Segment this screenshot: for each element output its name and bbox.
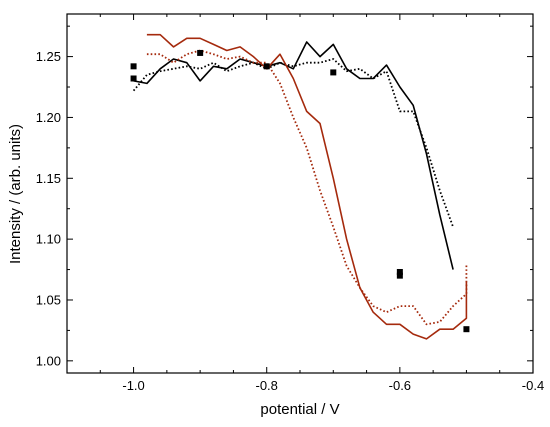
plot-frame (66, 13, 534, 374)
data-marker (396, 268, 403, 275)
y-tick-label: 1.20 (36, 110, 61, 125)
x-tick-label: -0.4 (522, 378, 544, 393)
series-line-3 (146, 33, 468, 340)
data-marker (130, 75, 137, 82)
marker-layer (130, 49, 470, 333)
x-tick-label: -0.6 (389, 378, 411, 393)
data-marker (463, 326, 470, 333)
y-tick-label: 1.00 (36, 353, 61, 368)
y-axis-title: Intensity / (arb. units) (7, 124, 24, 264)
data-marker (263, 63, 270, 70)
data-marker (330, 69, 337, 76)
series-line-1 (133, 41, 454, 270)
data-marker (197, 49, 204, 56)
ticks (66, 14, 534, 373)
y-tick-label: 1.25 (36, 49, 61, 64)
x-axis-title: potential / V (260, 401, 339, 418)
series-layer (132, 33, 468, 340)
tick-labels: -1.0 -0.8 -0.6 -0.4 1.00 1.05 1.10 1.15 1.20 1.25 (36, 49, 545, 393)
series-line-4 (146, 49, 468, 326)
y-tick-label: 1.15 (36, 171, 61, 186)
data-marker (130, 63, 137, 70)
x-tick-label: -0.8 (256, 378, 278, 393)
data-marker (396, 272, 403, 279)
x-tick-label: -1.0 (122, 378, 144, 393)
y-tick-label: 1.10 (36, 232, 61, 247)
series-line-2 (132, 58, 454, 228)
y-tick-label: 1.05 (36, 292, 61, 307)
